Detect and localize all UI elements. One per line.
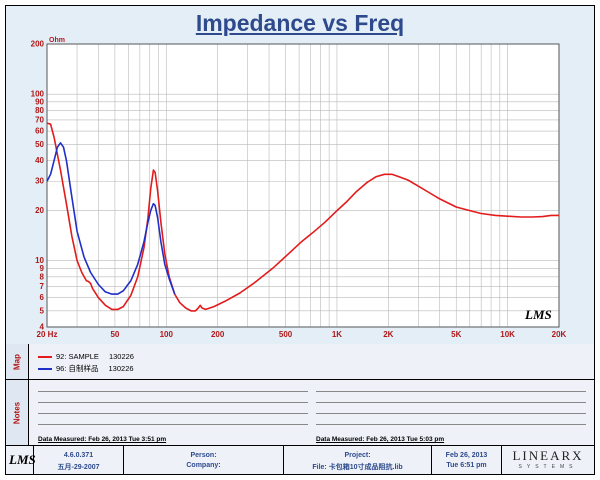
report-frame: Impedance vs Freq 20 Hz 50 100 200 500 1K 2K 5K… (5, 5, 595, 475)
x-tick-label: 500 (279, 330, 293, 339)
plot-border (46, 43, 560, 328)
x-tick-label: 1K (332, 330, 342, 339)
y-tick-label: 80 (35, 106, 44, 115)
chart-title: Impedance vs Freq (195, 10, 405, 36)
y-tick-label: 30 (35, 177, 44, 186)
y-tick-label: 90 (35, 97, 44, 106)
y-tick-label: 60 (35, 127, 44, 136)
legend-date: 130226 (108, 364, 134, 373)
note-line (316, 402, 586, 403)
footer-project-cell: Project: File: 卡包箱10寸成品阻抗.lib (284, 446, 432, 474)
legend-name: 92: SAMPLE (56, 352, 99, 361)
note-line (38, 402, 308, 403)
y-axis-label: Ohm (49, 37, 65, 44)
legend-swatch-blue (38, 368, 52, 371)
footer-logo-cell: LMS (6, 446, 36, 474)
linearx-brand: LINEARX (512, 448, 584, 463)
footer-date-cell: Feb 26, 2013 Tue 6:51 pm (432, 446, 502, 474)
note-line (38, 413, 308, 414)
legend-swatch-red (38, 356, 52, 359)
footer-bar: LMS 4.6.0.371 五月-29-2007 Person: Company… (6, 446, 594, 474)
legend-entry-homemade: 96: 自制样品 130226 (38, 363, 134, 374)
person-label: Person: (190, 452, 217, 459)
x-tick-label: 2K (383, 330, 393, 339)
y-tick-label: 70 (35, 115, 44, 124)
y-tick-label: 7 (40, 282, 45, 291)
version-text: 4.6.0.371 (63, 452, 94, 459)
measured-right: Data Measured: Feb 26, 2013 Tue 5:03 pm (316, 436, 445, 443)
company-label: Company: (186, 462, 221, 469)
project-label: Project: (344, 452, 371, 459)
footer-date: Feb 26, 2013 (445, 452, 488, 459)
y-tick-label: 8 (40, 272, 45, 281)
note-line (316, 391, 586, 392)
x-tick-label: 10K (500, 330, 515, 339)
legend-date: 130226 (108, 352, 134, 361)
notes-side-label: Notes (6, 380, 29, 445)
x-tick-label: 20K (552, 330, 567, 339)
build-date-text: 五月-29-2007 (57, 464, 100, 471)
y-tick-label: 6 (40, 293, 45, 302)
x-tick-label: 20 Hz (37, 330, 58, 339)
plot-area (47, 44, 559, 327)
footer-person-cell: Person: Company: (124, 446, 284, 474)
y-tick-label: 100 (31, 90, 45, 99)
series-line (46, 122, 559, 312)
y-tick-label: 50 (35, 140, 44, 149)
lms-logo: LMS (9, 452, 36, 467)
linearx-logo: LINEARX SYSTEMS (504, 448, 592, 472)
x-tick-label: 100 (160, 330, 174, 339)
file-label: File: 卡包箱10寸成品阻抗.lib (312, 464, 403, 471)
y-tick-label: 4 (40, 323, 45, 332)
y-tick-label: 9 (40, 264, 45, 273)
legend-name: 96: 自制样品 (56, 364, 99, 373)
y-tick-label: 5 (40, 306, 45, 315)
note-line (316, 424, 586, 425)
y-tick-label: 40 (35, 156, 44, 165)
x-tick-label: 5K (451, 330, 461, 339)
map-side-label: Map (6, 344, 29, 379)
y-tick-label: 20 (35, 206, 44, 215)
linearx-subbrand: SYSTEMS (518, 464, 578, 470)
chart-panel: Impedance vs Freq 20 Hz 50 100 200 500 1K 2K 5K… (6, 6, 594, 345)
x-tick-label: 200 (211, 330, 225, 339)
legend-entry-sample: 92: SAMPLE 130226 (38, 352, 134, 361)
note-line (38, 424, 308, 425)
footer-time: Tue 6:51 pm (446, 462, 487, 469)
lms-watermark: LMS (524, 307, 552, 322)
y-tick-label: 10 (35, 256, 44, 265)
series-line (46, 142, 176, 295)
y-tick-label: 200 (31, 40, 45, 49)
note-line (38, 391, 308, 392)
note-line (316, 413, 586, 414)
measured-left: Data Measured: Feb 26, 2013 Tue 3:51 pm (38, 436, 167, 443)
x-tick-label: 50 (110, 330, 119, 339)
notes-panel: Notes Data Measured: Feb 26, 2013 Tue 3:… (6, 380, 594, 446)
footer-version-cell: 4.6.0.371 五月-29-2007 (34, 446, 124, 474)
map-panel: Map 92: SAMPLE 130226 96: 自制样品 130226 (6, 344, 594, 380)
